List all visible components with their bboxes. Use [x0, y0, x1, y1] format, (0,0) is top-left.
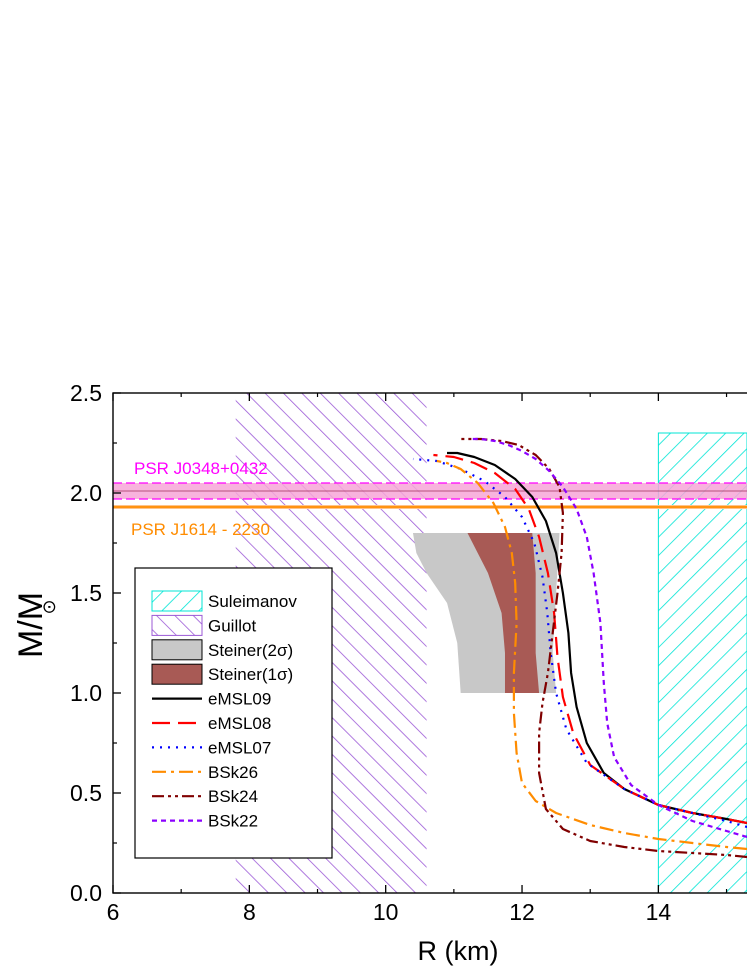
x-tick-label: 12 — [509, 899, 535, 925]
curve-emsl07 — [412, 457, 747, 829]
legend-label: BSk24 — [208, 787, 258, 806]
y-tick-label: 0.5 — [70, 780, 102, 806]
legend-label: Steiner(1σ) — [208, 665, 293, 684]
y-tick-label: 0.0 — [70, 880, 102, 906]
axes: 6 8 10 12 14 0.0 0.5 1.0 1.5 2.0 2.5 — [70, 380, 747, 925]
psr-j1614-label: PSR J1614 - 2230 — [131, 520, 270, 539]
legend-label: Suleimanov — [208, 592, 297, 611]
legend-label: BSk22 — [208, 812, 258, 831]
legend-swatch — [151, 590, 203, 612]
legend: Suleimanov Guillot Steiner(2σ) Steiner(1σ) e… — [134, 567, 333, 859]
curve-bsk22 — [470, 437, 747, 839]
legend-swatch — [151, 614, 203, 636]
y-tick-label: 1.5 — [70, 580, 102, 606]
eos-curves — [412, 437, 747, 859]
y-axis-title-text: M/M — [12, 592, 50, 658]
y-tick-label: 2.5 — [70, 380, 102, 406]
legend-swatch — [151, 663, 203, 685]
legend-swatch — [151, 639, 203, 661]
constraint-regions — [113, 393, 747, 893]
legend-label: BSk26 — [208, 763, 258, 782]
x-tick-label: 8 — [243, 899, 256, 925]
legend-items: Suleimanov Guillot Steiner(2σ) Steiner(1σ) e… — [151, 590, 297, 831]
y-tick-label: 2.0 — [70, 480, 102, 506]
curve-bsk26 — [436, 459, 747, 851]
y-tick-label: 1.0 — [70, 680, 102, 706]
curve-emsl08 — [433, 453, 747, 825]
legend-label: Guillot — [208, 616, 256, 635]
suleimanov-region — [657, 432, 747, 893]
y-axis-title-subscript: ⊙ — [39, 599, 59, 614]
x-tick-label: 14 — [646, 899, 672, 925]
legend-label: eMSL08 — [208, 714, 271, 733]
legend-label: Steiner(2σ) — [208, 641, 293, 660]
legend-label: eMSL09 — [208, 690, 271, 709]
legend-label: eMSL07 — [208, 738, 271, 757]
x-tick-label: 6 — [107, 899, 120, 925]
x-tick-label: 10 — [373, 899, 399, 925]
psr-j0348-label: PSR J0348+0432 — [134, 459, 268, 478]
curve-bsk24 — [460, 437, 747, 859]
x-axis-title: R (km) — [418, 936, 499, 966]
steiner-1sigma-region — [467, 533, 540, 693]
y-axis-title: M/M — [12, 592, 50, 658]
